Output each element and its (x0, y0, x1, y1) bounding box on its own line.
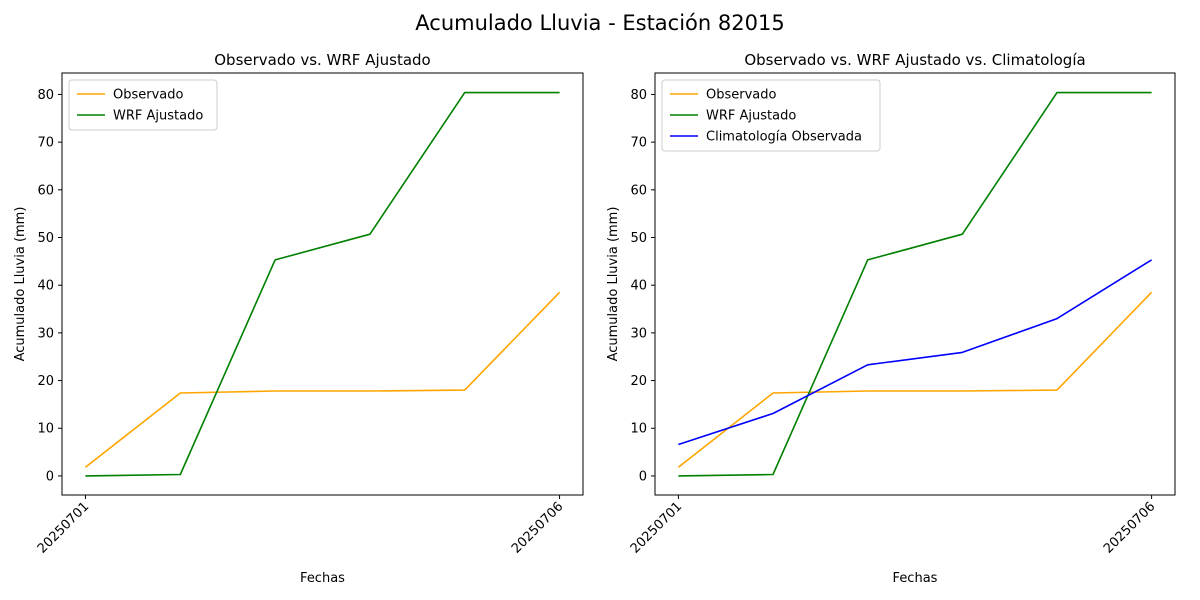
y-tick-label: 40 (37, 279, 54, 294)
y-tick-label: 50 (37, 231, 54, 246)
legend-label: Climatología Observada (706, 130, 862, 145)
y-tick-label: 10 (630, 422, 647, 437)
plot-frame (61, 72, 584, 496)
series-line-observado (677, 291, 1153, 468)
y-tick-label: 70 (630, 136, 647, 151)
legend-box (661, 79, 881, 152)
y-tick-label: 30 (37, 326, 54, 341)
legend-label: WRF Ajustado (706, 109, 796, 124)
legend-label: WRF Ajustado (113, 109, 203, 124)
chart-panel-left: Observado vs. WRF Ajustado 0 10 20 30 40 50 60 7… (13, 51, 584, 586)
y-tick-label: 0 (46, 469, 54, 484)
y-tick-label: 30 (630, 326, 647, 341)
y-tick-label: 60 (630, 183, 647, 198)
y-tick-label: 20 (37, 374, 54, 389)
y-tick-label: 10 (37, 422, 54, 437)
y-tick-label: 20 (630, 374, 647, 389)
y-tick-label: 80 (37, 88, 54, 103)
y-tick-label: 70 (37, 136, 54, 151)
y-tick-label: 50 (630, 231, 647, 246)
x-tick-label: 20250701 (628, 499, 685, 556)
chart-panel-right: Observado vs. WRF Ajustado vs. Climatolo… (606, 51, 1176, 586)
chart-title: Observado vs. WRF Ajustado (214, 51, 430, 69)
y-axis-label: Acumulado Lluvia (mm) (13, 207, 28, 362)
y-tick-label: 40 (630, 279, 647, 294)
series-line-climatolog-a-observada (678, 259, 1153, 446)
x-tick-label: 20250706 (509, 499, 566, 556)
legend-box (68, 79, 218, 131)
x-tick-label: 20250706 (1101, 499, 1158, 556)
figure-suptitle: Acumulado Lluvia - Estación 82015 (415, 11, 784, 35)
chart-title: Observado vs. WRF Ajustado vs. Climatolo… (744, 51, 1085, 69)
x-tick-label: 20250701 (35, 499, 92, 556)
y-tick-label: 0 (639, 469, 647, 484)
series-line-wrf-ajustado (85, 91, 560, 477)
series-line-wrf-ajustado (678, 91, 1152, 477)
x-axis-label: Fechas (300, 571, 345, 586)
legend-label: Observado (113, 88, 184, 103)
x-axis-label: Fechas (893, 571, 938, 586)
series-line-observado (84, 291, 561, 468)
y-tick-label: 60 (37, 183, 54, 198)
plot-frame (654, 72, 1176, 496)
y-tick-label: 80 (630, 88, 647, 103)
y-axis-label: Acumulado Lluvia (mm) (606, 207, 621, 362)
legend-label: Observado (706, 88, 777, 103)
